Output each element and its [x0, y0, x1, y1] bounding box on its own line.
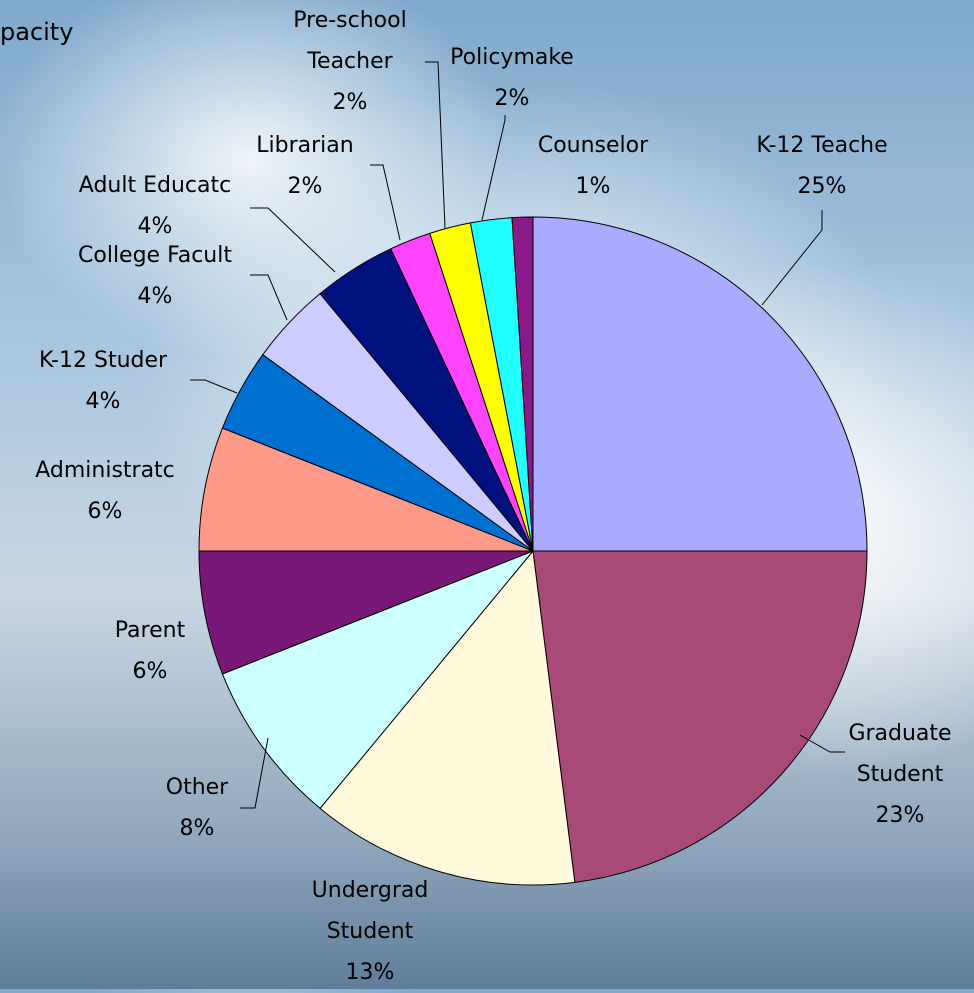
category-label: K-12 Studer	[39, 340, 167, 381]
percent-label: 6%	[35, 491, 175, 532]
percent-label: 1%	[538, 166, 648, 207]
leader-line	[250, 275, 287, 320]
pie-slice	[533, 217, 867, 551]
leader-line	[190, 380, 237, 393]
percent-label: 6%	[115, 651, 185, 692]
category-label: Counselor	[538, 125, 648, 166]
leader-line	[482, 115, 505, 220]
category-label: Other	[166, 767, 228, 808]
leader-line	[250, 208, 335, 272]
category-label: Administratc	[35, 450, 175, 491]
leader-line	[425, 62, 445, 228]
leader-line	[762, 210, 822, 305]
percent-label: 2%	[256, 166, 353, 207]
category-label: Graduate Student	[825, 713, 974, 795]
percent-label: 13%	[295, 952, 445, 993]
percent-label: 4%	[39, 381, 167, 422]
page: pacity (() => { const data = JSON.parse(…	[0, 0, 974, 989]
category-label: Librarian	[256, 125, 353, 166]
category-label: Adult Educatc	[79, 165, 231, 206]
percent-label: 23%	[825, 795, 974, 836]
percent-label: 2%	[285, 82, 415, 123]
category-label: Pre-school Teacher	[285, 0, 415, 82]
percent-label: 8%	[166, 808, 228, 849]
category-label: Undergrad Student	[295, 870, 445, 952]
percent-label: 4%	[79, 206, 231, 247]
category-label: Parent	[115, 610, 185, 651]
leader-line	[370, 165, 400, 240]
pie-slice	[533, 551, 867, 882]
category-label: Policymake	[450, 37, 574, 78]
category-label: K-12 Teache	[756, 125, 887, 166]
percent-label: 25%	[756, 166, 887, 207]
percent-label: 4%	[78, 276, 232, 317]
percent-label: 2%	[450, 78, 574, 119]
